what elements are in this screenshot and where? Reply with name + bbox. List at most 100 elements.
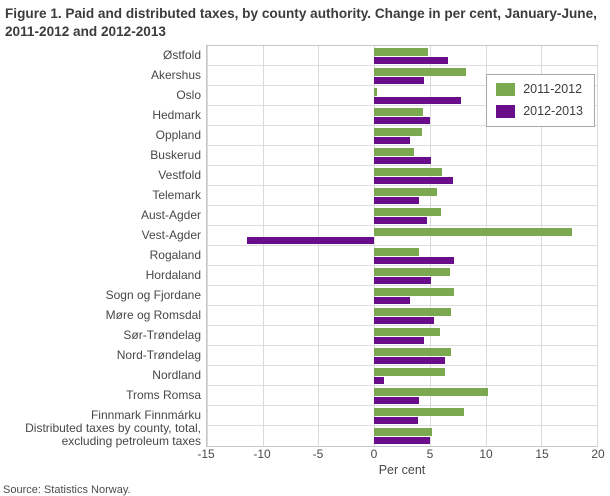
bar-2012-2013: [374, 56, 448, 65]
row-separator: [207, 365, 597, 367]
x-axis-tick: -10: [253, 447, 271, 462]
x-axis-title: Per cent: [378, 463, 426, 478]
gridline: [429, 46, 431, 447]
x-axis-tick: 0: [370, 447, 378, 462]
row-separator: [207, 145, 597, 147]
bar-2011-2012: [374, 228, 573, 236]
x-axis-tick: 5: [426, 447, 434, 462]
y-axis-label: Nordland: [152, 367, 201, 382]
x-axis-tick: 20: [591, 447, 605, 462]
bar-2012-2013: [374, 436, 430, 445]
gridline: [318, 46, 320, 447]
row-separator: [207, 225, 597, 227]
row-separator: [207, 85, 597, 87]
bar-2011-2012: [374, 308, 452, 316]
bar-2012-2013: [374, 76, 425, 85]
row-separator: [207, 325, 597, 327]
chart-area: Østfold Akershus Oslo Hedmark Oppland Buskeru…: [0, 45, 610, 449]
bar-2012-2013: [374, 336, 425, 345]
gridline: [597, 46, 598, 447]
y-axis-label: Troms Romsa: [126, 387, 201, 402]
bar-2011-2012: [374, 408, 465, 416]
bar-2011-2012: [374, 428, 433, 436]
figure-title: Figure 1. Paid and distributed taxes, by…: [5, 6, 597, 39]
y-axis-label: Telemark: [152, 187, 201, 202]
legend-item-2012-2013: 2012-2013: [496, 104, 583, 118]
bar-2012-2013: [374, 396, 419, 405]
gridline: [541, 46, 543, 447]
source-note: Source: Statistics Norway.: [3, 484, 131, 496]
bar-2011-2012: [374, 348, 452, 356]
y-axis-label: Sogn og Fjordane: [105, 287, 201, 302]
bar-2011-2012: [374, 388, 488, 396]
y-axis-label: Hordaland: [145, 267, 201, 282]
bar-2012-2013: [374, 256, 455, 265]
legend: 2011-2012 2012-2013: [486, 74, 595, 128]
row-separator: [207, 125, 597, 127]
gridlines: [207, 46, 598, 447]
y-axis-label: Hedmark: [152, 107, 201, 122]
bar-2012-2013: [374, 176, 454, 185]
y-axis-label: Sør-Trøndelag: [123, 327, 201, 342]
bar-2011-2012: [374, 168, 443, 176]
bar-2012-2013: [374, 316, 435, 325]
row-separator: [207, 405, 597, 407]
y-axis-label: Vestfold: [158, 167, 201, 182]
y-axis-label: Buskerud: [150, 147, 201, 162]
bar-2011-2012: [374, 288, 455, 296]
row-separator: [207, 305, 597, 307]
legend-label: 2011-2012: [523, 82, 583, 97]
x-axis-ticks: -15 -10 -5 0 5 10 15 20: [197, 447, 604, 462]
bar-2012-2013: [374, 156, 431, 165]
y-axis-label: Finnmark Finnmárku: [90, 407, 201, 422]
row-separator: [207, 245, 597, 247]
bar-2011-2012: [374, 248, 419, 256]
gridline: [374, 46, 376, 447]
legend-swatch-green: [496, 82, 516, 96]
x-axis-tick: 10: [479, 447, 493, 462]
bar-2012-2013: [374, 416, 418, 425]
bar-2012-2013: [374, 296, 410, 305]
gridline: [207, 46, 208, 447]
bar-2011-2012: [374, 148, 415, 156]
y-axis-label: Østfold: [162, 47, 201, 62]
bar-2012-2013: [374, 356, 446, 365]
legend-label: 2012-2013: [523, 104, 583, 119]
row-separator: [207, 105, 597, 107]
y-axis-label: Oppland: [155, 127, 201, 142]
y-axis-label: Nord-Trøndelag: [116, 347, 201, 362]
row-separator: [207, 285, 597, 287]
y-axis-label: Distributed taxes by county, total, excl…: [25, 421, 201, 449]
y-axis-labels: Østfold Akershus Oslo Hedmark Oppland Buskeru…: [0, 45, 206, 449]
bar-2012-2013: [374, 136, 410, 145]
bar-2011-2012: [374, 368, 446, 376]
bars-layer: [207, 46, 597, 446]
bar-2011-2012: [374, 328, 440, 336]
bar-2011-2012: [374, 188, 437, 196]
bar-2012-2013: [374, 196, 419, 205]
row-separator: [207, 345, 597, 347]
bar-2011-2012: [374, 268, 450, 276]
row-separator: [207, 265, 597, 267]
x-axis-tick: -5: [312, 447, 324, 462]
bar-2011-2012: [374, 208, 441, 216]
bar-2012-2013: [374, 216, 427, 225]
legend-item-2011-2012: 2011-2012: [496, 82, 583, 96]
row-separator: [207, 205, 597, 207]
y-axis-label: Møre og Romsdal: [105, 307, 201, 322]
bar-2011-2012: [374, 88, 378, 96]
y-axis-label: Oslo: [176, 87, 201, 102]
row-separator: [207, 425, 597, 427]
bar-2012-2013: [374, 376, 385, 385]
bar-2011-2012: [374, 128, 423, 136]
y-axis-label: Rogaland: [149, 247, 201, 262]
bar-2012-2013: [247, 236, 375, 245]
bar-2011-2012: [374, 68, 466, 76]
y-axis-label: Akershus: [150, 67, 201, 82]
y-axis-label: Vest-Agder: [141, 227, 201, 242]
row-separator: [207, 385, 597, 387]
row-separator: [207, 165, 597, 167]
bar-2011-2012: [374, 108, 424, 116]
row-separator: [207, 65, 597, 67]
x-axis-tick: -15: [197, 447, 215, 462]
